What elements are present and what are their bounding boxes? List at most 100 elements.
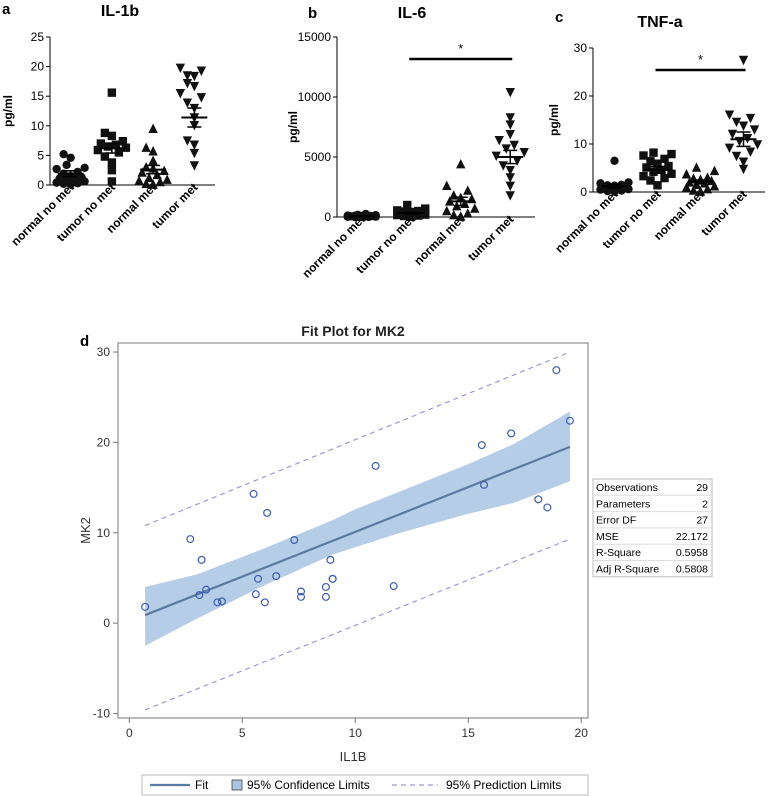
x-axis-label: IL1B xyxy=(340,749,367,764)
data-marker xyxy=(727,129,738,140)
stats-label: Parameters xyxy=(596,498,650,510)
data-marker xyxy=(505,166,515,176)
data-marker xyxy=(59,150,68,159)
y-tick-label: 0 xyxy=(580,185,587,199)
y-tick-label: 30 xyxy=(97,345,111,359)
data-marker xyxy=(189,161,200,171)
data-marker xyxy=(738,157,749,167)
data-marker xyxy=(93,145,103,155)
data-marker xyxy=(403,200,412,210)
data-marker xyxy=(442,205,452,216)
stats-label: Error DF xyxy=(596,515,636,527)
data-marker xyxy=(148,146,158,156)
data-point xyxy=(254,574,263,583)
data-point xyxy=(480,480,489,489)
data-marker xyxy=(642,163,651,172)
data-marker xyxy=(509,140,519,151)
data-point xyxy=(321,592,330,601)
data-marker xyxy=(660,154,669,164)
data-point xyxy=(249,489,258,498)
data-marker xyxy=(421,204,430,213)
data-marker xyxy=(649,148,658,157)
y-tick-label: 20 xyxy=(574,89,588,103)
data-marker xyxy=(470,203,480,213)
data-marker xyxy=(134,175,144,186)
y-tick-label: 30 xyxy=(574,41,588,55)
data-marker xyxy=(709,181,720,191)
data-marker xyxy=(646,157,655,166)
data-marker xyxy=(749,125,760,135)
prediction-limit-upper xyxy=(144,351,571,527)
data-marker xyxy=(442,180,452,190)
data-marker xyxy=(709,165,720,176)
x-tick-label: 10 xyxy=(349,726,363,740)
y-tick-label: 5000 xyxy=(304,150,331,164)
data-point xyxy=(477,441,486,450)
significance-label: * xyxy=(458,41,463,56)
data-point xyxy=(186,535,195,544)
data-marker xyxy=(653,159,662,168)
data-point xyxy=(543,503,552,512)
stats-label: Observations xyxy=(596,482,658,494)
data-marker xyxy=(456,211,466,221)
fit-plot-title: Fit Plot for MK2 xyxy=(301,323,405,339)
data-marker xyxy=(501,144,511,154)
data-marker xyxy=(107,177,117,186)
data-marker xyxy=(103,142,113,151)
y-tick-label: 25 xyxy=(31,30,45,44)
data-marker xyxy=(649,167,658,177)
data-point xyxy=(565,416,574,425)
y-tick-label: 10 xyxy=(574,137,588,151)
x-tick-label: 20 xyxy=(575,726,589,740)
data-marker xyxy=(148,155,158,165)
data-marker xyxy=(62,160,71,170)
data-marker xyxy=(512,156,522,166)
data-marker xyxy=(107,158,117,167)
y-tick-label: 15 xyxy=(31,89,45,103)
y-tick-label: 10000 xyxy=(298,90,332,104)
category-label: tumor met xyxy=(465,212,516,263)
data-marker xyxy=(449,210,459,220)
data-marker xyxy=(371,211,380,220)
data-marker xyxy=(96,139,106,148)
y-tick-label: 10 xyxy=(31,119,45,133)
data-marker xyxy=(107,88,117,97)
data-point xyxy=(321,582,330,591)
data-marker xyxy=(505,181,515,191)
data-marker xyxy=(353,210,362,220)
data-marker xyxy=(731,151,742,162)
data-marker xyxy=(519,148,529,158)
data-marker xyxy=(639,171,648,181)
data-marker xyxy=(731,117,742,128)
significance-label: * xyxy=(698,52,703,67)
data-marker xyxy=(456,159,466,169)
data-point xyxy=(290,535,299,544)
data-marker xyxy=(182,98,193,108)
data-marker xyxy=(745,147,756,157)
stats-value: 0.5808 xyxy=(676,564,708,576)
data-marker xyxy=(738,121,749,131)
data-marker xyxy=(463,185,473,195)
panel-title: IL-1b xyxy=(101,3,139,20)
data-marker xyxy=(175,89,186,99)
panel-title: TNF-a xyxy=(637,14,682,31)
data-marker xyxy=(738,55,749,66)
data-marker xyxy=(752,140,763,150)
data-marker xyxy=(505,120,515,130)
y-axis-label: pg/ml xyxy=(286,111,300,143)
data-marker xyxy=(505,191,515,201)
data-marker xyxy=(141,142,151,152)
legend-prediction-label: 95% Prediction Limits xyxy=(446,778,561,792)
data-marker xyxy=(691,162,702,172)
data-marker xyxy=(196,93,207,103)
data-marker xyxy=(182,136,193,146)
stats-label: Adj R-Square xyxy=(596,564,659,576)
data-point xyxy=(272,572,281,581)
data-marker xyxy=(189,148,200,159)
data-marker xyxy=(182,71,193,81)
data-point xyxy=(141,602,150,611)
y-axis-label: pg/ml xyxy=(547,104,561,136)
